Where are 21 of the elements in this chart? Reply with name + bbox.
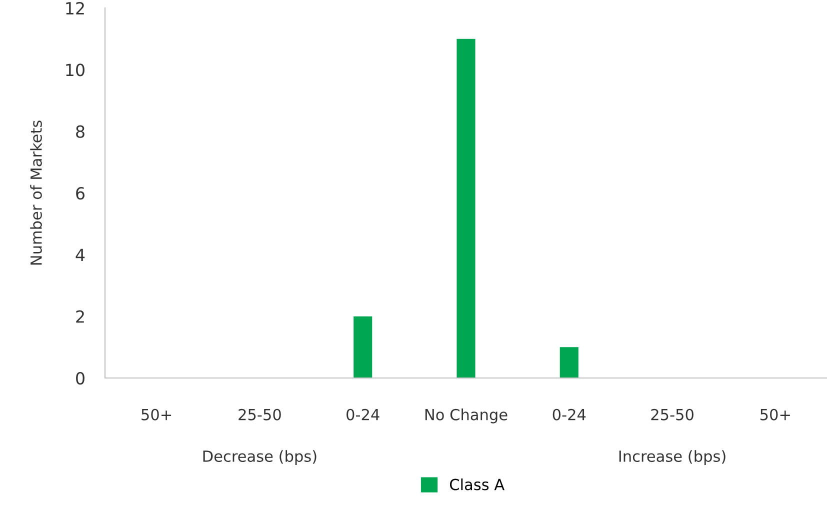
x-tick-label: 50+ (142, 408, 172, 420)
y-tick-label: 4 (76, 248, 85, 261)
text: Increase (bps) (619, 450, 726, 465)
y-tick-label: 8 (76, 125, 84, 138)
y-tick-label: 6 (76, 186, 85, 200)
y-tick-label: 0 (76, 372, 84, 385)
bar (456, 38, 476, 378)
bar (354, 316, 372, 378)
bar (560, 347, 578, 378)
legend-label: Class A (450, 478, 504, 490)
y-tick-label: 2 (76, 310, 84, 323)
x-tick-label: 0-24 (552, 408, 586, 420)
text: Decrease (bps) (203, 450, 316, 465)
y-tick-label: 12 (66, 2, 84, 14)
y-tick-label: 10 (66, 64, 84, 76)
x-tick-label: No Change (425, 408, 508, 424)
x-tick-label: 0-24 (346, 408, 380, 420)
x-tick-label: 50+ (760, 408, 790, 420)
y-axis-title: Number of Markets (30, 120, 42, 265)
x-tick-label: 25-50 (651, 408, 694, 420)
x-tick-label: 25-50 (238, 408, 281, 420)
